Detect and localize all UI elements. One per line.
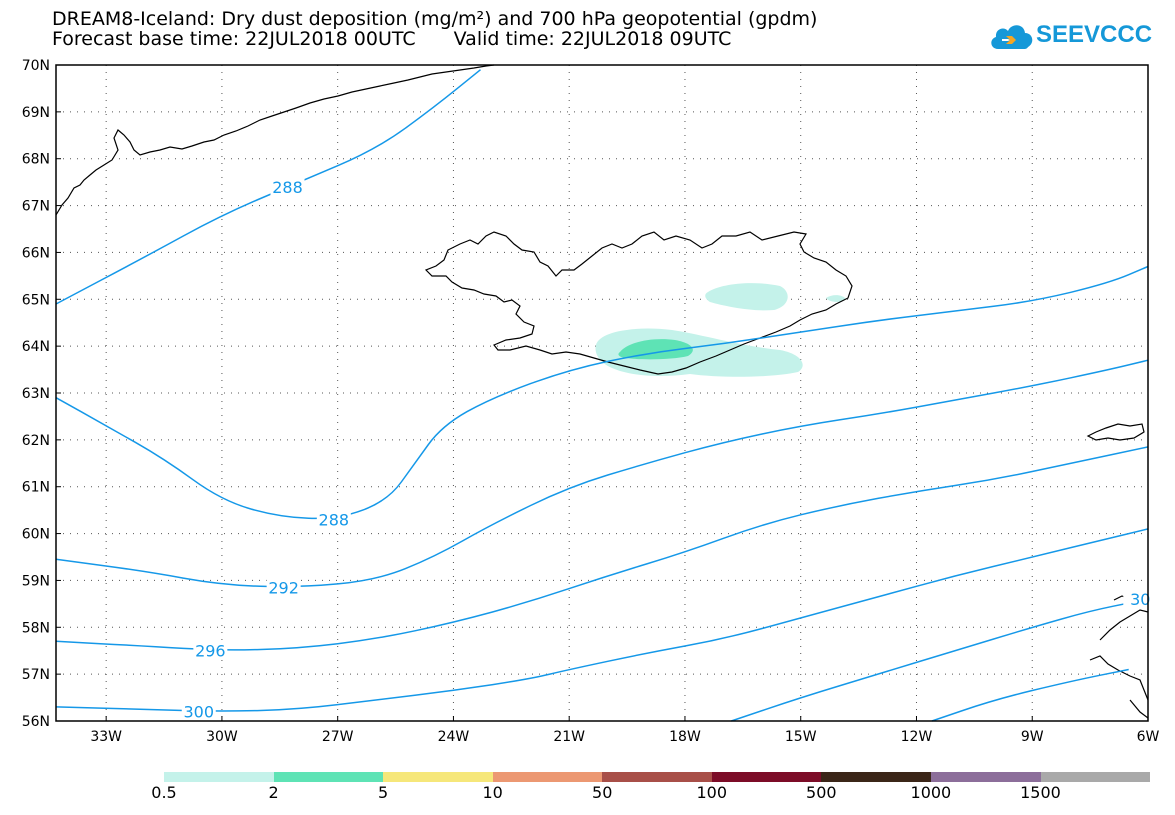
longitude-axis: 33W 30W 27W 24W 21W 18W 15W 12W 9W 6W [90,716,1160,745]
legend-swatch [383,772,493,782]
lat-label: 68N [22,152,50,168]
contour-label: 296 [195,642,226,661]
legend-label: 1000 [910,783,952,802]
contour-label-bg [193,641,228,660]
lat-label: 59N [22,573,50,589]
logo-text: SEEVCCC [1036,21,1153,48]
contour-300 [55,528,1149,712]
contour-label-bg [316,510,351,529]
legend-label: 10 [482,783,503,802]
cloud-icon [991,25,1033,49]
lon-label: 30W [206,729,238,745]
lat-label: 56N [22,714,50,730]
lat-label: 69N [22,105,50,121]
contour-288 [55,265,1149,520]
lon-label: 18W [669,729,701,745]
contour-label: 300 [183,703,214,722]
lat-label: 67N [22,199,50,215]
legend-swatch [711,772,822,782]
dust-area-light-north [705,283,788,311]
contour-308 [931,668,1129,722]
graticule [56,64,1149,722]
legend-swatch [1040,772,1151,782]
lon-label: 27W [322,729,354,745]
contour-label: 288 [319,511,350,530]
greenland-coast [55,64,495,216]
legend-swatch [821,772,931,782]
lat-label: 62N [22,433,50,449]
legend-swatch [602,772,712,782]
lat-label: 57N [22,667,50,683]
geopotential-contours [55,69,1149,722]
lon-label: 6W [1137,729,1160,745]
map-title: DREAM8-Iceland: Dry dust deposition (mg/… [52,8,818,30]
legend-colorbar [164,772,1151,782]
contour-304 [731,600,1137,722]
lon-label: 12W [901,729,933,745]
lat-label: 64N [22,339,50,355]
contour-292 [55,359,1149,588]
legend-swatch [930,772,1041,782]
contour-label-bg [266,578,301,597]
lon-label: 33W [90,729,122,745]
lon-label: 24W [438,729,470,745]
dust-deposition-shading [595,283,846,377]
iceland-coast [424,231,853,375]
contour-label-bg [1123,590,1158,609]
latitude-axis: 70N 69N 68N 67N 66N 65N 64N 63N 62N 61N 60N 59N 58N 5… [22,58,61,730]
lat-label: 58N [22,620,50,636]
legend-swatch [273,772,384,782]
legend-label: 100 [696,783,728,802]
legend-label: 0.5 [151,783,177,802]
seevccc-logo: SEEVCCC [988,15,1152,59]
contour-label-bg [181,702,216,721]
contour-label-bg [270,177,305,196]
lon-label: 21W [553,729,585,745]
legend-label: 1500 [1020,783,1061,802]
faroe-coast [1086,423,1145,441]
legend-label: 2 [268,783,279,802]
lon-label: 15W [785,729,817,745]
lat-label: 66N [22,245,50,261]
legend-swatch [492,772,603,782]
lon-label: 9W [1021,729,1044,745]
contour-label: 30 [1130,590,1150,609]
dust-area-light-east [826,295,846,302]
legend-swatch [164,772,274,782]
lat-label: 63N [22,386,50,402]
legend-label: 50 [592,783,613,802]
forecast-times: Forecast base time: 22JUL2018 00UTC Valid… [52,29,731,49]
lat-label: 65N [22,292,50,308]
base-time: Forecast base time: 22JUL2018 00UTC [52,28,416,50]
contour-label: 288 [272,178,303,197]
dust-area-medium [618,339,693,360]
contour-label: 292 [268,578,299,597]
legend-label: 5 [378,783,389,802]
coastlines [55,64,1149,719]
legend-label: 500 [806,783,837,802]
contour-labels: 288 288 292 296 300 30 [181,177,1158,722]
lat-label: 61N [22,480,50,496]
valid-time: Valid time: 22JUL2018 09UTC [453,28,732,50]
scotland-coast [1089,595,1149,719]
contour-288 [55,69,481,305]
lat-label: 70N [22,58,50,74]
lat-label: 60N [22,527,50,543]
